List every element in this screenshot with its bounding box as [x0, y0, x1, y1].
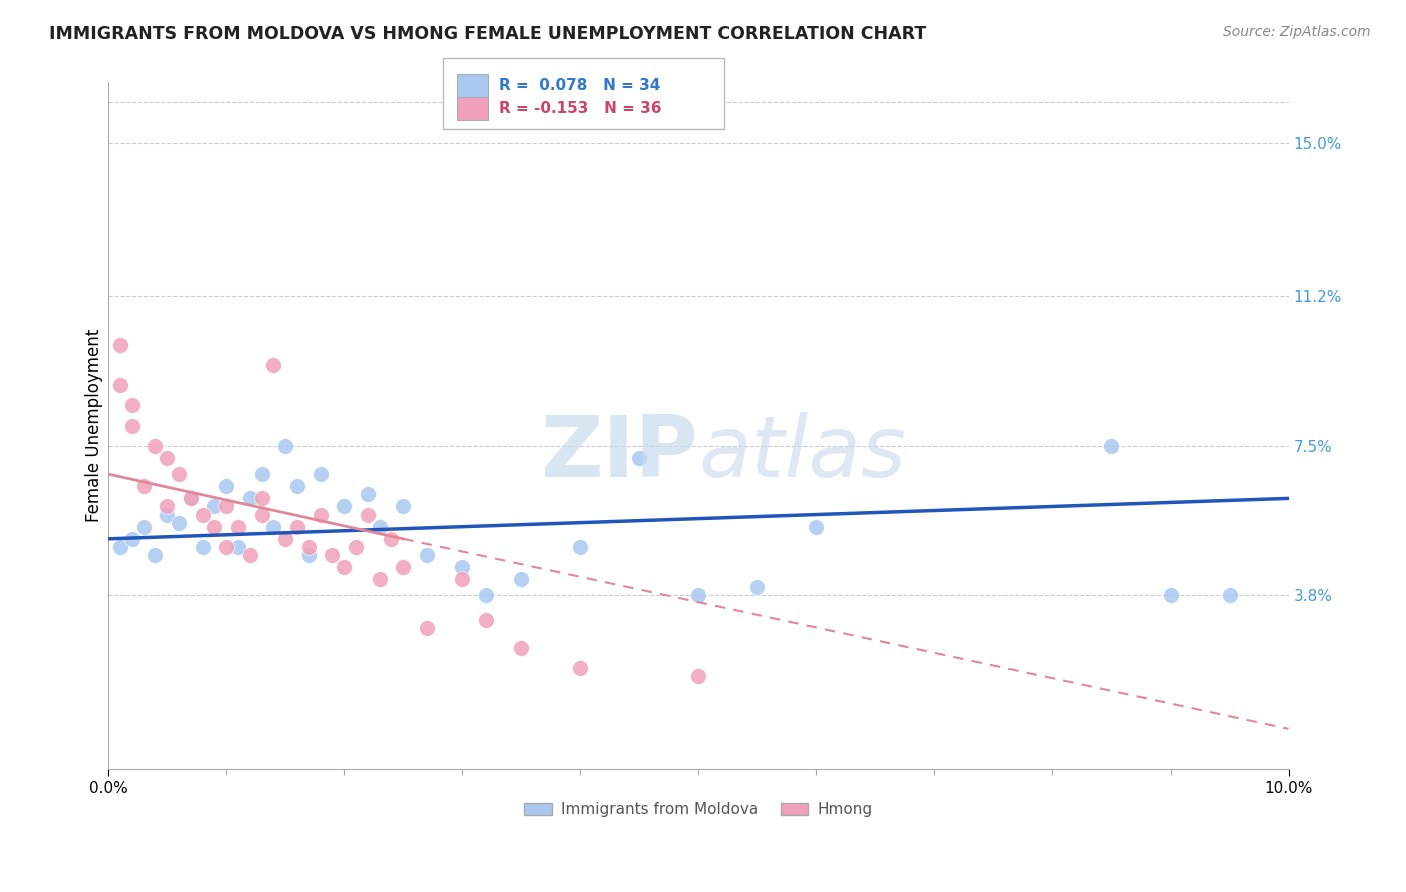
Point: [180, 491, 202, 506]
Point: [108, 378, 131, 392]
Point: [475, 589, 498, 603]
Point: [108, 540, 131, 554]
Point: [108, 337, 131, 351]
Point: [132, 479, 155, 493]
Point: [121, 398, 143, 412]
Point: [285, 519, 308, 533]
Point: [167, 516, 190, 530]
Point: [309, 467, 332, 482]
Point: [333, 500, 356, 514]
Point: [368, 519, 391, 533]
Point: [321, 548, 343, 562]
Point: [416, 548, 439, 562]
Point: [416, 621, 439, 635]
Point: [392, 560, 415, 574]
Point: [1218, 589, 1240, 603]
Point: [156, 508, 179, 522]
Point: [250, 508, 273, 522]
Point: [250, 491, 273, 506]
Text: R = -0.153   N = 36: R = -0.153 N = 36: [499, 102, 662, 116]
Point: [215, 479, 238, 493]
Point: [132, 519, 155, 533]
Point: [274, 532, 297, 546]
Text: Source: ZipAtlas.com: Source: ZipAtlas.com: [1223, 25, 1371, 39]
Point: [688, 589, 710, 603]
Point: [274, 439, 297, 453]
Point: [309, 508, 332, 522]
Point: [569, 540, 592, 554]
Text: atlas: atlas: [699, 411, 907, 494]
Point: [510, 572, 533, 586]
Point: [156, 500, 179, 514]
Point: [368, 572, 391, 586]
Point: [204, 519, 226, 533]
Text: R =  0.078   N = 34: R = 0.078 N = 34: [499, 78, 661, 93]
Point: [145, 439, 167, 453]
Point: [451, 560, 474, 574]
Point: [226, 519, 249, 533]
Point: [392, 500, 415, 514]
Legend: Immigrants from Moldova, Hmong: Immigrants from Moldova, Hmong: [517, 797, 879, 823]
Point: [262, 358, 284, 372]
Text: ZIP: ZIP: [541, 411, 699, 494]
Point: [569, 661, 592, 675]
Point: [156, 450, 179, 465]
Point: [239, 548, 262, 562]
Point: [285, 479, 308, 493]
Point: [121, 418, 143, 433]
Point: [806, 519, 828, 533]
Point: [380, 532, 402, 546]
Point: [145, 548, 167, 562]
Point: [215, 540, 238, 554]
Y-axis label: Female Unemployment: Female Unemployment: [86, 329, 103, 522]
Point: [226, 540, 249, 554]
Point: [357, 508, 380, 522]
Point: [688, 669, 710, 683]
Point: [250, 467, 273, 482]
Point: [510, 640, 533, 655]
Point: [333, 560, 356, 574]
Point: [298, 548, 321, 562]
Text: IMMIGRANTS FROM MOLDOVA VS HMONG FEMALE UNEMPLOYMENT CORRELATION CHART: IMMIGRANTS FROM MOLDOVA VS HMONG FEMALE …: [49, 25, 927, 43]
Point: [180, 491, 202, 506]
Point: [191, 540, 214, 554]
Point: [298, 540, 321, 554]
Point: [475, 613, 498, 627]
Point: [204, 500, 226, 514]
Point: [1160, 589, 1182, 603]
Point: [1101, 439, 1123, 453]
Point: [628, 450, 651, 465]
Point: [191, 508, 214, 522]
Point: [167, 467, 190, 482]
Point: [451, 572, 474, 586]
Point: [344, 540, 367, 554]
Point: [121, 532, 143, 546]
Point: [215, 500, 238, 514]
Point: [747, 580, 769, 594]
Point: [357, 487, 380, 501]
Point: [262, 519, 284, 533]
Point: [239, 491, 262, 506]
